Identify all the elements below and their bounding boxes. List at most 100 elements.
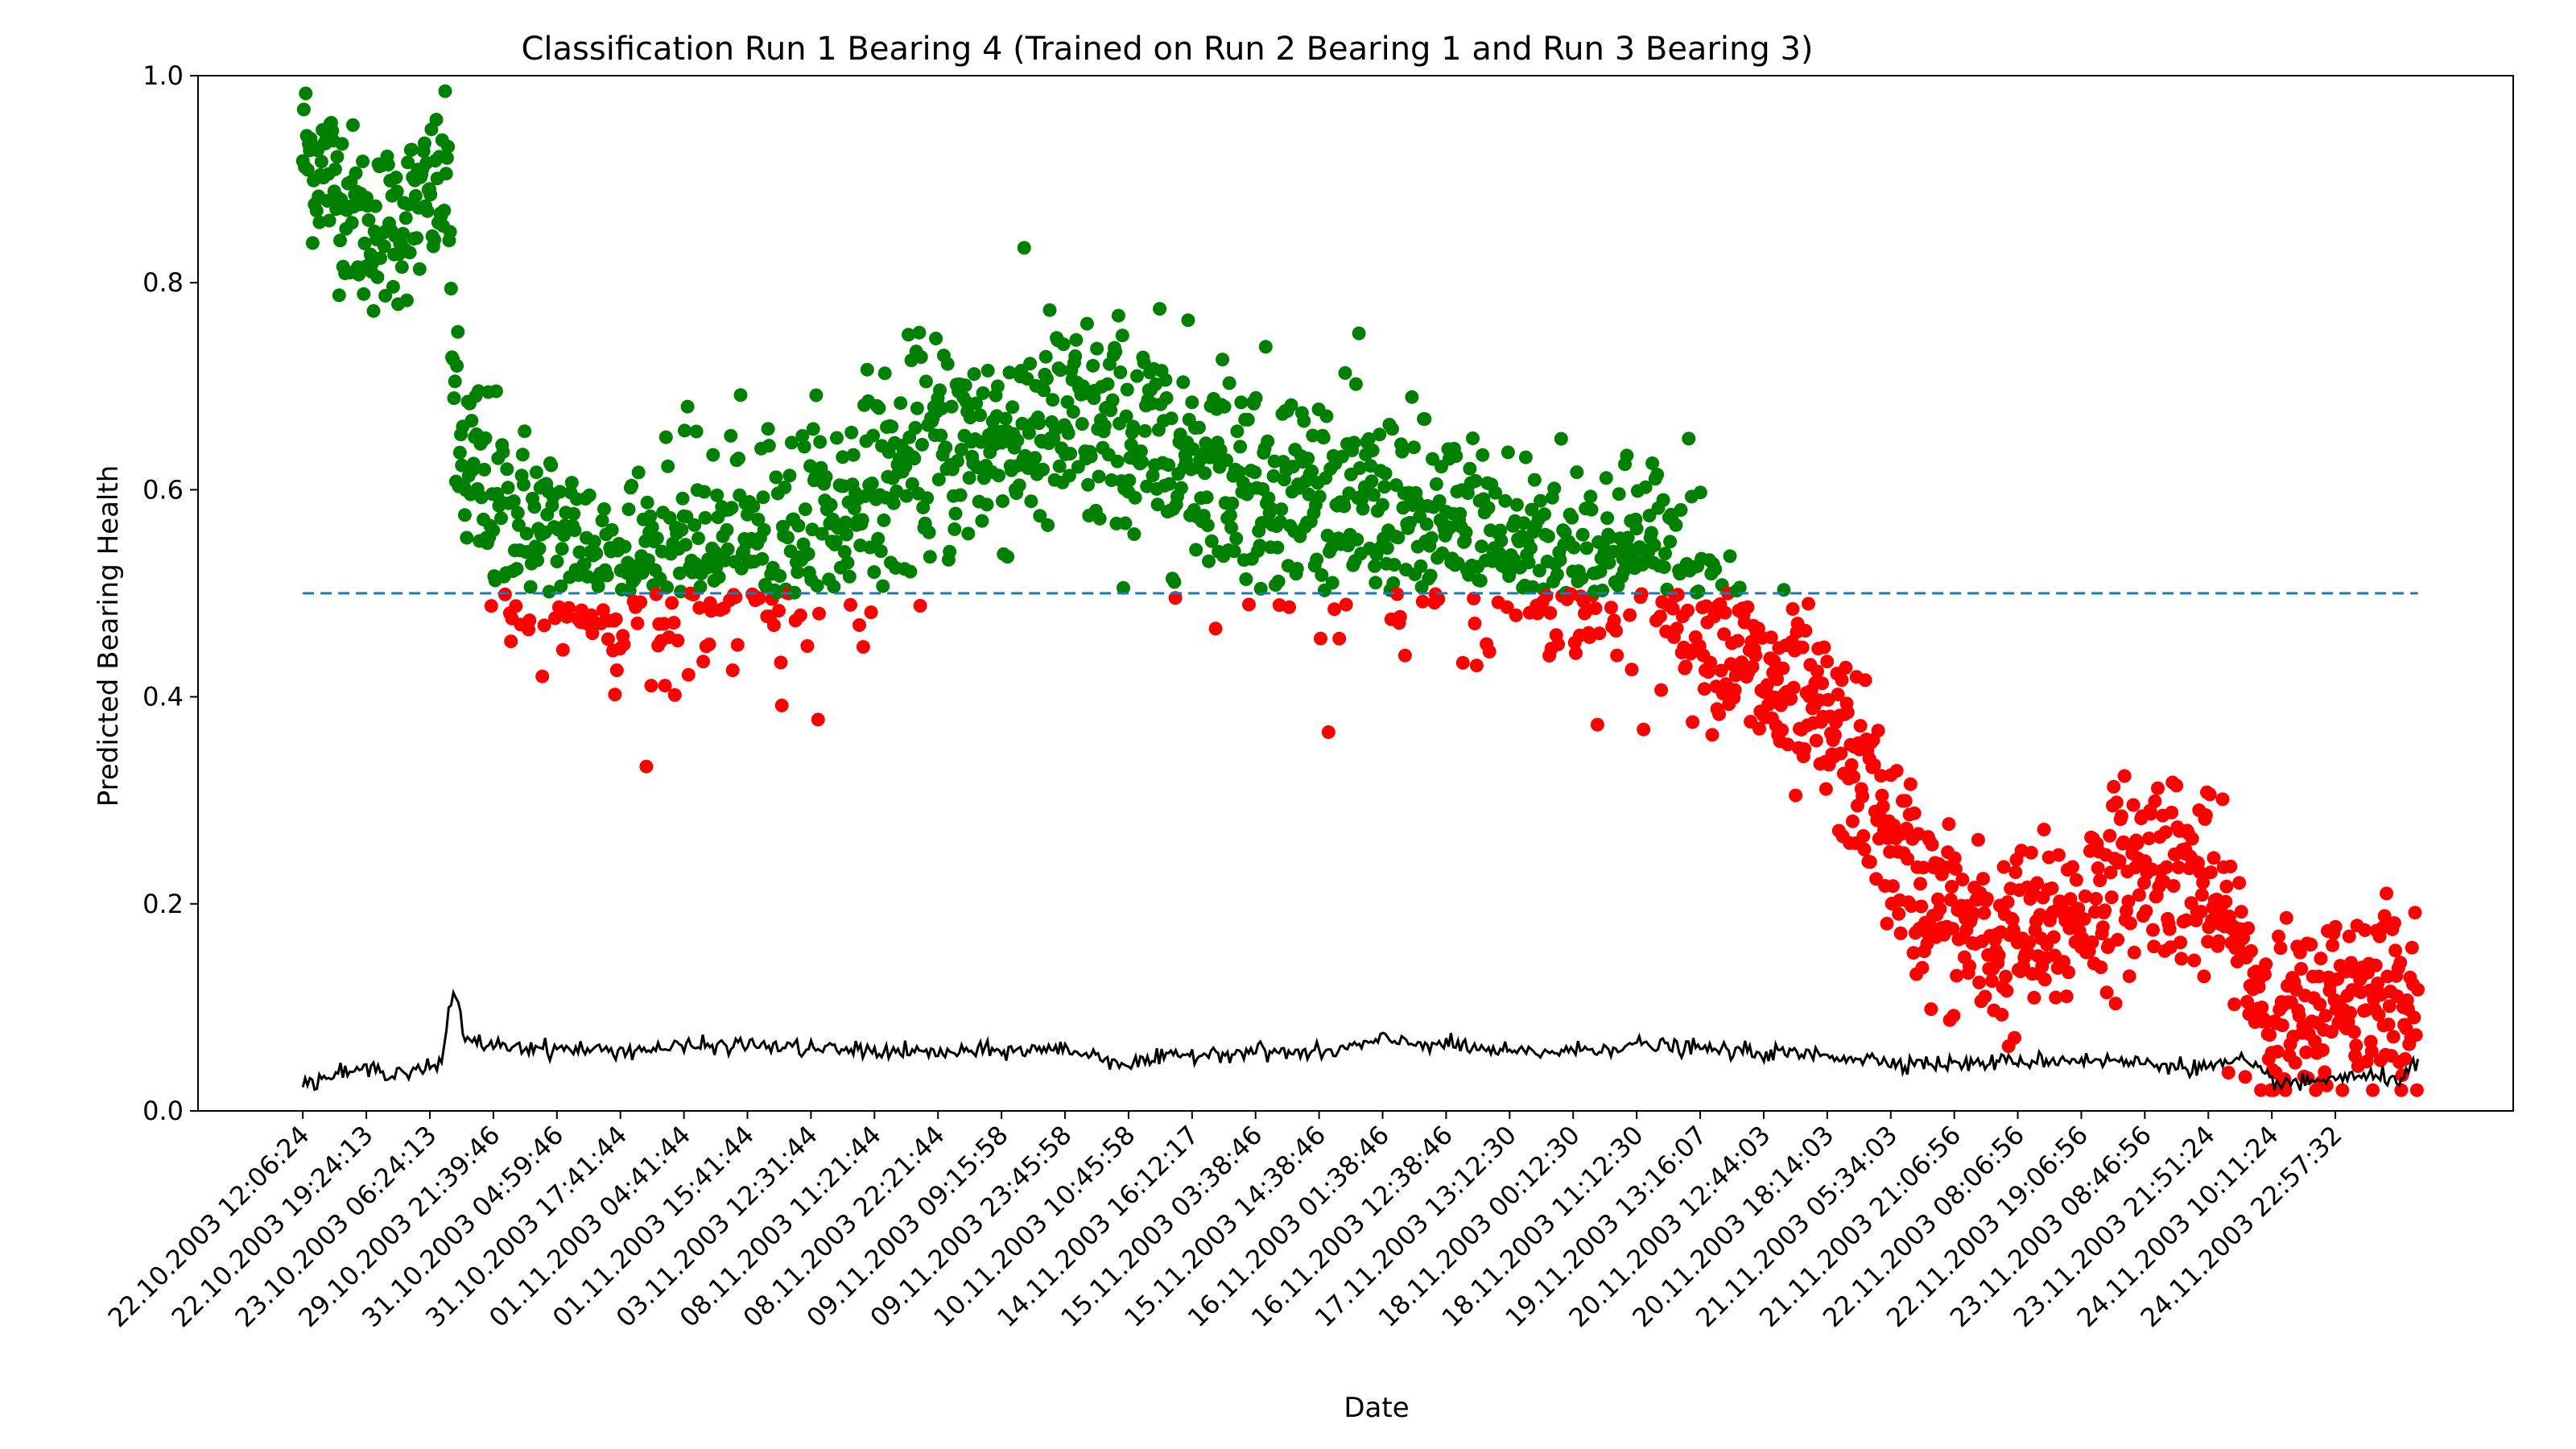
data-point [2194, 888, 2209, 902]
data-point [320, 194, 335, 208]
data-point [1995, 1008, 2009, 1022]
data-point [1198, 466, 1212, 481]
data-point [791, 518, 806, 533]
data-point [867, 565, 881, 580]
data-point [1925, 837, 1939, 852]
data-point [1104, 473, 1119, 487]
data-point [1764, 630, 1778, 645]
data-point [1933, 902, 1947, 916]
data-point [2069, 873, 2083, 887]
data-point [2127, 945, 2141, 960]
data-point [2347, 1025, 2361, 1039]
data-point [1714, 663, 1728, 678]
data-point [2275, 1018, 2289, 1033]
data-point [374, 251, 387, 266]
data-point [2299, 1045, 2314, 1059]
data-point [621, 502, 636, 517]
data-point [2174, 952, 2189, 966]
data-point [1176, 375, 1191, 390]
data-point [1426, 452, 1439, 466]
data-point [1901, 852, 1915, 866]
data-point [812, 606, 826, 621]
data-point [1620, 530, 1635, 545]
data-point [489, 384, 503, 398]
data-point [2308, 1034, 2322, 1049]
data-point [2051, 848, 2066, 862]
data-point [973, 408, 987, 423]
data-point [437, 204, 452, 217]
chart-title: Classification Run 1 Bearing 4 (Trained … [521, 31, 1813, 68]
data-point [1108, 345, 1123, 359]
data-point [2238, 1070, 2252, 1084]
data-point [2093, 873, 2107, 888]
data-point [1971, 832, 1985, 847]
data-point [1857, 842, 1872, 857]
data-point [1786, 680, 1801, 695]
data-point [309, 204, 324, 218]
data-point [1274, 502, 1289, 517]
data-point [2244, 943, 2258, 958]
data-point [1770, 672, 1784, 687]
data-point [1875, 788, 1889, 803]
data-point [402, 246, 417, 260]
data-point [1397, 648, 1412, 663]
plot-frame [197, 75, 2514, 1112]
data-point [2318, 1065, 2332, 1080]
data-point [494, 511, 508, 526]
data-point [1916, 861, 1930, 875]
data-point [1858, 673, 1872, 687]
data-point [1390, 587, 1405, 601]
data-point [1979, 891, 1994, 906]
data-point [667, 616, 681, 630]
data-point [1776, 661, 1790, 675]
data-point [474, 490, 489, 505]
data-point [1126, 419, 1141, 434]
data-point [1907, 806, 1922, 820]
data-point [922, 525, 936, 539]
data-point [1481, 501, 1496, 515]
data-point [1378, 466, 1393, 481]
data-point [797, 440, 811, 454]
data-point [1599, 471, 1613, 485]
data-point [1080, 316, 1094, 331]
data-point [1162, 458, 1176, 473]
data-point [1253, 539, 1267, 553]
data-point [2381, 1018, 2396, 1032]
data-point [871, 531, 886, 546]
data-point [773, 569, 787, 583]
data-point [345, 216, 359, 230]
data-point [1543, 606, 1558, 620]
data-point [1174, 481, 1188, 495]
data-point [1310, 552, 1324, 567]
data-point [1978, 989, 1992, 1004]
data-point [1284, 398, 1298, 412]
data-point [1230, 424, 1245, 439]
data-point [1669, 518, 1683, 532]
data-point [852, 618, 866, 632]
data-point [600, 568, 614, 583]
data-point [2162, 922, 2177, 936]
data-point [1977, 906, 1992, 920]
data-point [420, 204, 435, 218]
data-point [980, 497, 994, 512]
data-point [564, 476, 579, 490]
data-point [1137, 423, 1152, 438]
data-point [1691, 584, 1706, 599]
data-point [1463, 461, 1477, 476]
data-point [2207, 851, 2221, 865]
data-point [322, 213, 336, 228]
data-point [1650, 468, 1665, 482]
data-point [2304, 937, 2318, 952]
data-point [1810, 664, 1824, 679]
x-axis-label: Date [1344, 1392, 1409, 1424]
data-point [444, 282, 458, 295]
data-point [873, 544, 888, 559]
data-point [969, 396, 984, 411]
data-point [2387, 916, 2401, 931]
data-point [1947, 851, 1962, 865]
data-point [961, 526, 976, 541]
data-point [555, 542, 569, 556]
data-point [466, 456, 481, 471]
data-point [357, 236, 372, 250]
data-point [827, 580, 841, 594]
